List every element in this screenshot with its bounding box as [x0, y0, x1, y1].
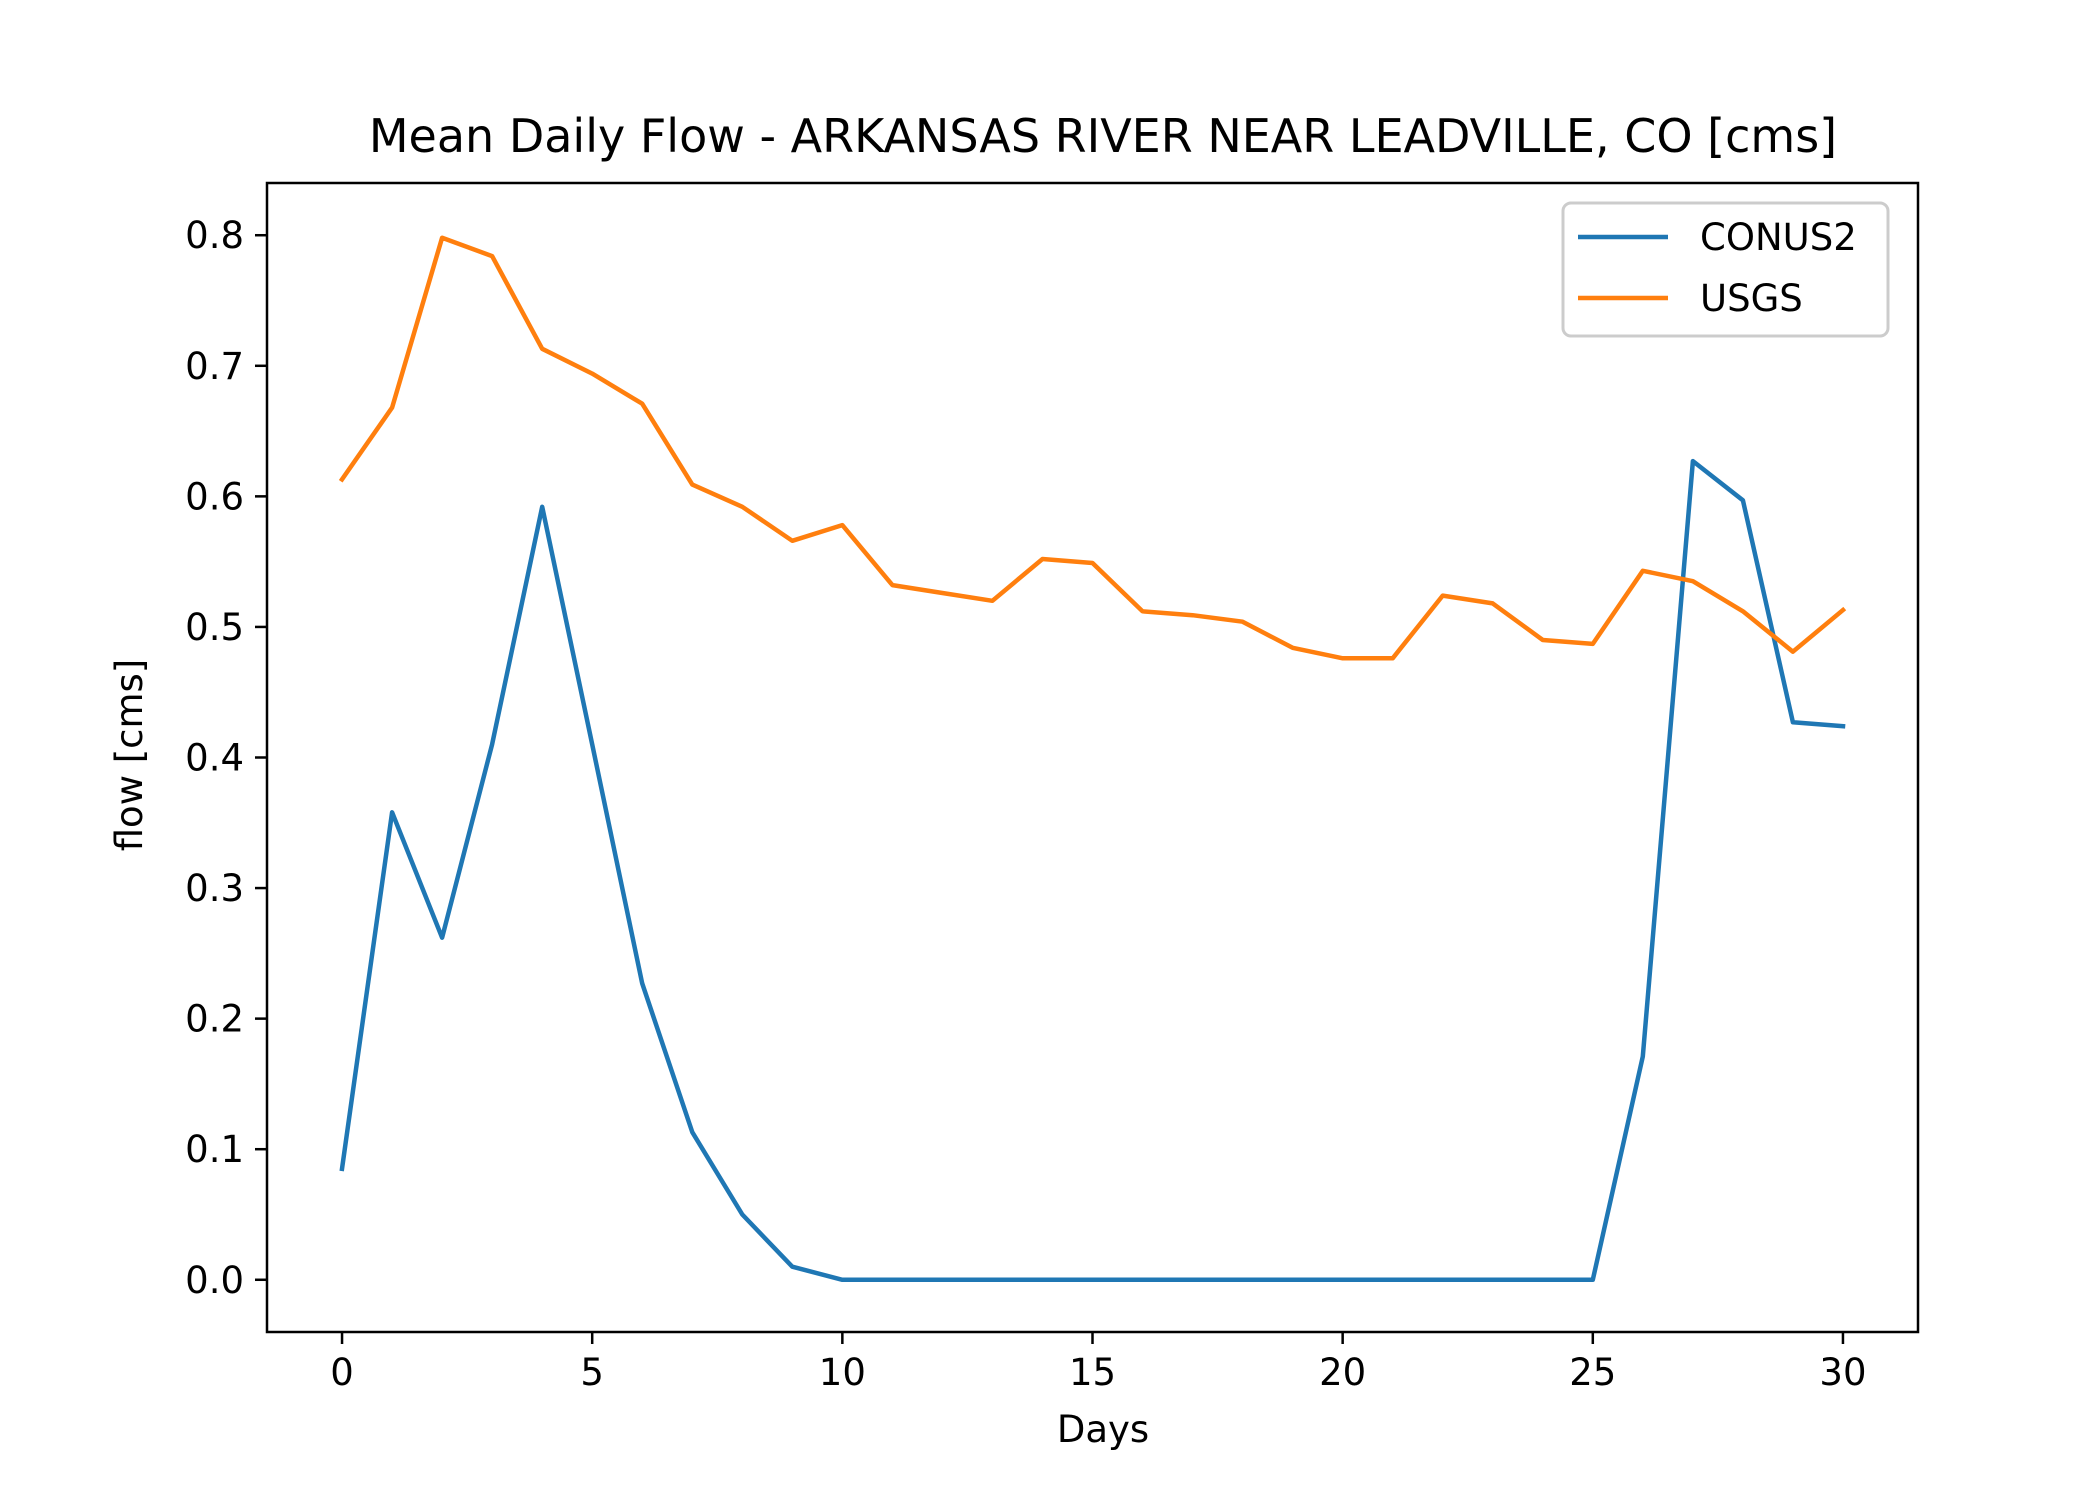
legend-label-usgs: USGS — [1700, 277, 1803, 320]
y-tick-label: 0.8 — [185, 214, 244, 257]
y-tick-label: 0.7 — [185, 345, 244, 388]
y-tick-label: 0.2 — [185, 998, 244, 1041]
x-tick-label: 20 — [1319, 1351, 1366, 1394]
x-axis-label: Days — [1057, 1408, 1149, 1451]
y-axis-label: flow [cms] — [108, 659, 151, 852]
x-tick-label: 30 — [1819, 1351, 1866, 1394]
y-tick-label: 0.3 — [185, 867, 244, 910]
x-tick-label: 10 — [819, 1351, 866, 1394]
x-tick-label: 0 — [330, 1351, 354, 1394]
x-axis-ticks: 0 5 10 15 20 25 30 — [330, 1332, 1867, 1394]
y-tick-label: 0.4 — [185, 737, 244, 780]
y-tick-label: 0.1 — [185, 1128, 244, 1171]
legend-label-conus2: CONUS2 — [1700, 216, 1857, 259]
y-tick-label: 0.6 — [185, 475, 244, 518]
y-tick-label: 0.0 — [185, 1259, 244, 1302]
series-line-conus2 — [339, 458, 1846, 1283]
x-tick-label: 25 — [1569, 1351, 1616, 1394]
x-tick-label: 15 — [1069, 1351, 1116, 1394]
series-line-usgs — [338, 235, 1847, 661]
chart-title: Mean Daily Flow - ARKANSAS RIVER NEAR LE… — [369, 109, 1837, 163]
y-tick-label: 0.5 — [185, 606, 244, 649]
x-tick-label: 5 — [580, 1351, 604, 1394]
legend: CONUS2 USGS — [1561, 201, 1890, 338]
y-axis-ticks: 0.0 0.1 0.2 0.3 0.4 0.5 0.6 0.7 0.8 — [185, 214, 267, 1302]
series-lines — [338, 235, 1847, 1283]
